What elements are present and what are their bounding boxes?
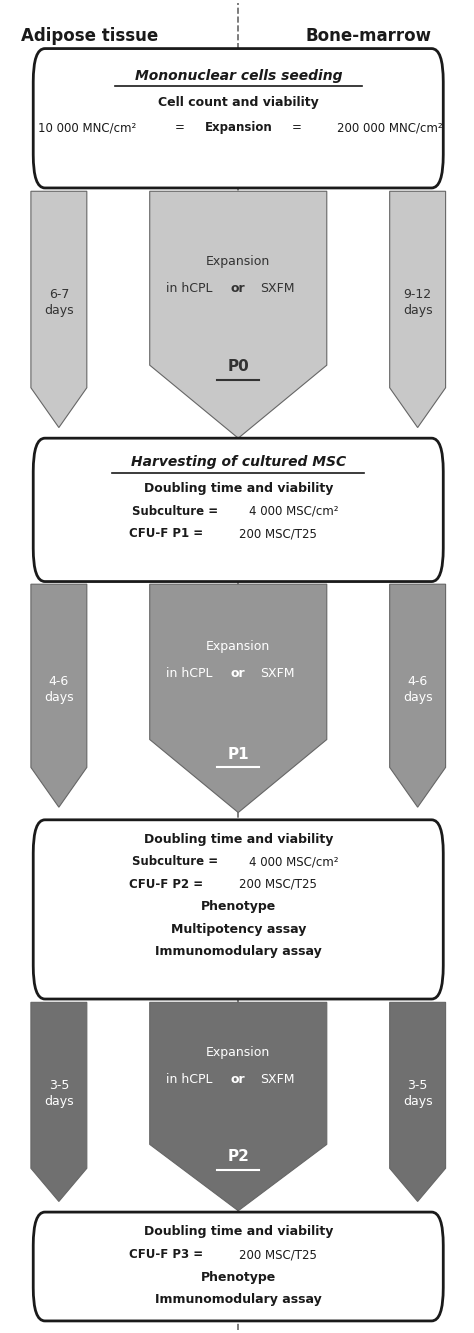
- Text: or: or: [230, 281, 245, 295]
- FancyBboxPatch shape: [33, 820, 443, 998]
- Text: 200 MSC/T25: 200 MSC/T25: [239, 877, 317, 890]
- Polygon shape: [150, 584, 327, 813]
- Text: 10 000 MNC/cm²: 10 000 MNC/cm²: [38, 121, 136, 135]
- Text: SXFM: SXFM: [261, 1073, 295, 1086]
- Polygon shape: [390, 1002, 446, 1201]
- Text: in hCPL: in hCPL: [166, 1073, 212, 1086]
- Text: P2: P2: [228, 1149, 249, 1164]
- Text: 6-7
days: 6-7 days: [44, 288, 73, 317]
- Polygon shape: [150, 191, 327, 439]
- Text: 200 MSC/T25: 200 MSC/T25: [239, 528, 317, 540]
- Polygon shape: [150, 1002, 327, 1210]
- Text: 4-6
days: 4-6 days: [44, 674, 73, 704]
- FancyBboxPatch shape: [33, 439, 443, 581]
- Text: Expansion: Expansion: [206, 1046, 270, 1060]
- Text: Adipose tissue: Adipose tissue: [20, 27, 158, 45]
- Text: 3-5
days: 3-5 days: [403, 1080, 432, 1109]
- Text: Doubling time and viability: Doubling time and viability: [144, 1225, 333, 1238]
- Text: 200 MSC/T25: 200 MSC/T25: [239, 1248, 317, 1261]
- Polygon shape: [31, 191, 87, 428]
- Text: Immunomodulary assay: Immunomodulary assay: [155, 945, 322, 958]
- Text: Expansion: Expansion: [204, 121, 272, 135]
- Text: 3-5
days: 3-5 days: [44, 1080, 73, 1109]
- Text: in hCPL: in hCPL: [166, 281, 212, 295]
- Text: Mononuclear cells seeding: Mononuclear cells seeding: [135, 69, 342, 83]
- Text: 4-6
days: 4-6 days: [403, 674, 432, 704]
- Text: 9-12
days: 9-12 days: [403, 288, 432, 317]
- Text: 4 000 MSC/cm²: 4 000 MSC/cm²: [249, 856, 339, 868]
- Polygon shape: [31, 584, 87, 808]
- Polygon shape: [31, 1002, 87, 1201]
- Text: Multipotency assay: Multipotency assay: [171, 922, 306, 936]
- Text: or: or: [230, 1073, 245, 1086]
- Text: Immunomodulary assay: Immunomodulary assay: [155, 1293, 322, 1306]
- FancyBboxPatch shape: [33, 48, 443, 188]
- Text: Expansion: Expansion: [206, 255, 270, 268]
- FancyBboxPatch shape: [33, 1212, 443, 1321]
- Text: SXFM: SXFM: [261, 666, 295, 680]
- Text: Doubling time and viability: Doubling time and viability: [144, 483, 333, 495]
- Text: 200 000 MNC/cm²: 200 000 MNC/cm²: [337, 121, 443, 135]
- Text: Expansion: Expansion: [206, 640, 270, 653]
- Text: Subculture =: Subculture =: [132, 505, 219, 517]
- Text: =: =: [175, 121, 185, 135]
- Text: SXFM: SXFM: [261, 281, 295, 295]
- Text: =: =: [292, 121, 301, 135]
- Text: Phenotype: Phenotype: [201, 900, 276, 913]
- Text: Subculture =: Subculture =: [132, 856, 219, 868]
- Text: or: or: [230, 666, 245, 680]
- Text: Phenotype: Phenotype: [201, 1270, 276, 1284]
- Text: Cell count and viability: Cell count and viability: [158, 96, 319, 109]
- Text: Bone-marrow: Bone-marrow: [306, 27, 432, 45]
- Polygon shape: [390, 584, 446, 808]
- Text: CFU-F P1 =: CFU-F P1 =: [129, 528, 203, 540]
- Text: CFU-F P2 =: CFU-F P2 =: [129, 877, 203, 890]
- Polygon shape: [390, 191, 446, 428]
- Text: Harvesting of cultured MSC: Harvesting of cultured MSC: [131, 455, 346, 469]
- Text: Doubling time and viability: Doubling time and viability: [144, 833, 333, 845]
- Text: P0: P0: [228, 359, 249, 375]
- Text: 4 000 MSC/cm²: 4 000 MSC/cm²: [249, 505, 339, 517]
- Text: P1: P1: [228, 746, 249, 761]
- Text: CFU-F P3 =: CFU-F P3 =: [129, 1248, 203, 1261]
- Text: in hCPL: in hCPL: [166, 666, 212, 680]
